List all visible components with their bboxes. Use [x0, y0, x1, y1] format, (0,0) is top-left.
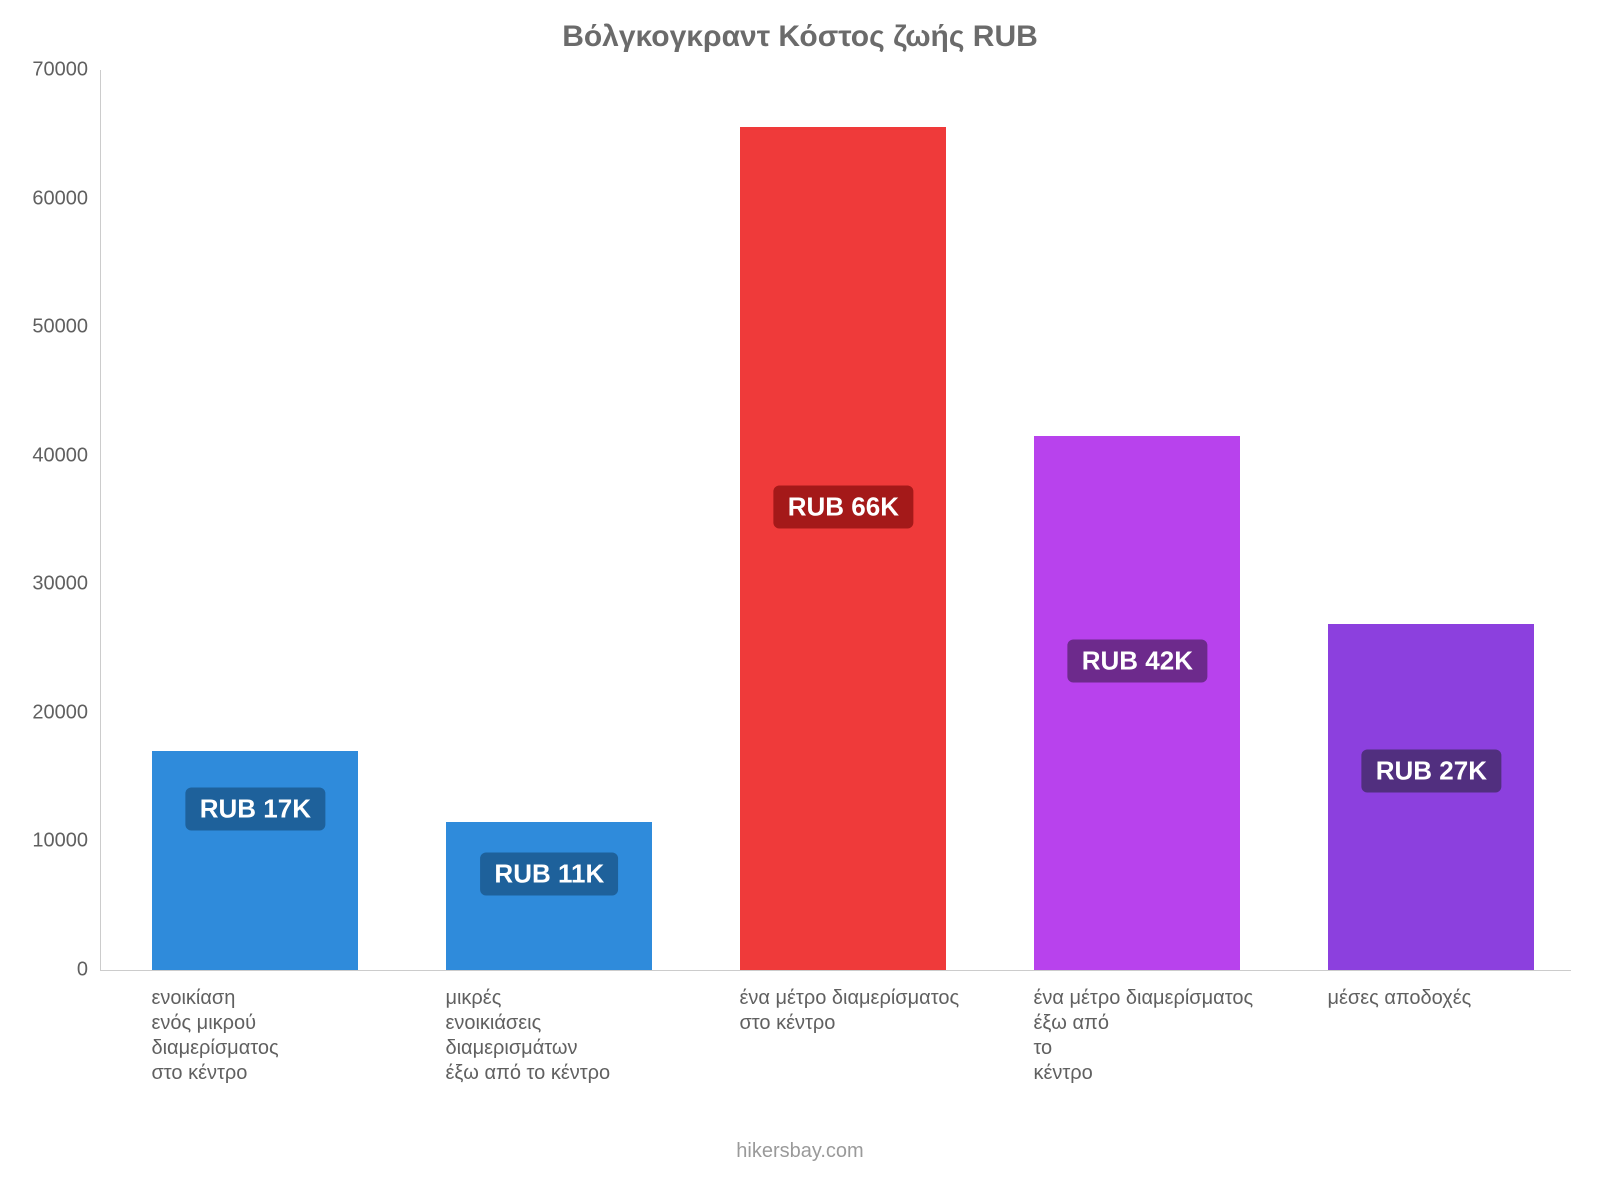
x-axis-labels: ενοικίασηενός μικρούδιαμερίσματοςστο κέν… — [100, 986, 1570, 1166]
chart-title: Βόλγκογκραντ Κόστος ζωής RUB — [0, 20, 1600, 54]
y-axis-ticks: 010000200003000040000500006000070000 — [0, 70, 88, 970]
plot-area: RUB 17K RUB 11K RUB 66K RUB 42K RUB 27K — [100, 70, 1571, 971]
attribution-text: hikersbay.com — [0, 1140, 1600, 1163]
value-badge: RUB 11K — [480, 852, 618, 895]
value-badge: RUB 17K — [186, 788, 325, 831]
value-badge: RUB 66K — [774, 486, 913, 529]
y-tick-label: 60000 — [0, 187, 88, 210]
y-tick-label: 70000 — [0, 59, 88, 82]
chart-container: Βόλγκογκραντ Κόστος ζωής RUB 0 10000 20000… — [0, 0, 1600, 1200]
value-badge: RUB 42K — [1068, 640, 1207, 683]
y-tick-label: 0 — [0, 959, 88, 982]
x-category-label: μικρέςενοικιάσειςδιαμερισμάτωνέξω από το… — [445, 986, 724, 1086]
x-category-label: ένα μέτρο διαμερίσματοςστο κέντρο — [739, 986, 1018, 1036]
bar — [740, 127, 946, 970]
bar — [1034, 436, 1240, 970]
x-category-label: ένα μέτρο διαμερίσματοςέξω απότοκέντρο — [1033, 986, 1312, 1086]
bar — [446, 822, 652, 970]
bar — [1328, 624, 1534, 970]
x-category-label: μέσες αποδοχές — [1327, 986, 1600, 1011]
y-tick-label: 30000 — [0, 573, 88, 596]
bar — [152, 751, 358, 970]
value-badge: RUB 27K — [1362, 749, 1501, 792]
y-tick-label: 50000 — [0, 316, 88, 339]
y-tick-label: 10000 — [0, 830, 88, 853]
y-tick-label: 20000 — [0, 701, 88, 724]
x-category-label: ενοικίασηενός μικρούδιαμερίσματοςστο κέν… — [151, 986, 430, 1086]
y-tick-label: 40000 — [0, 444, 88, 467]
